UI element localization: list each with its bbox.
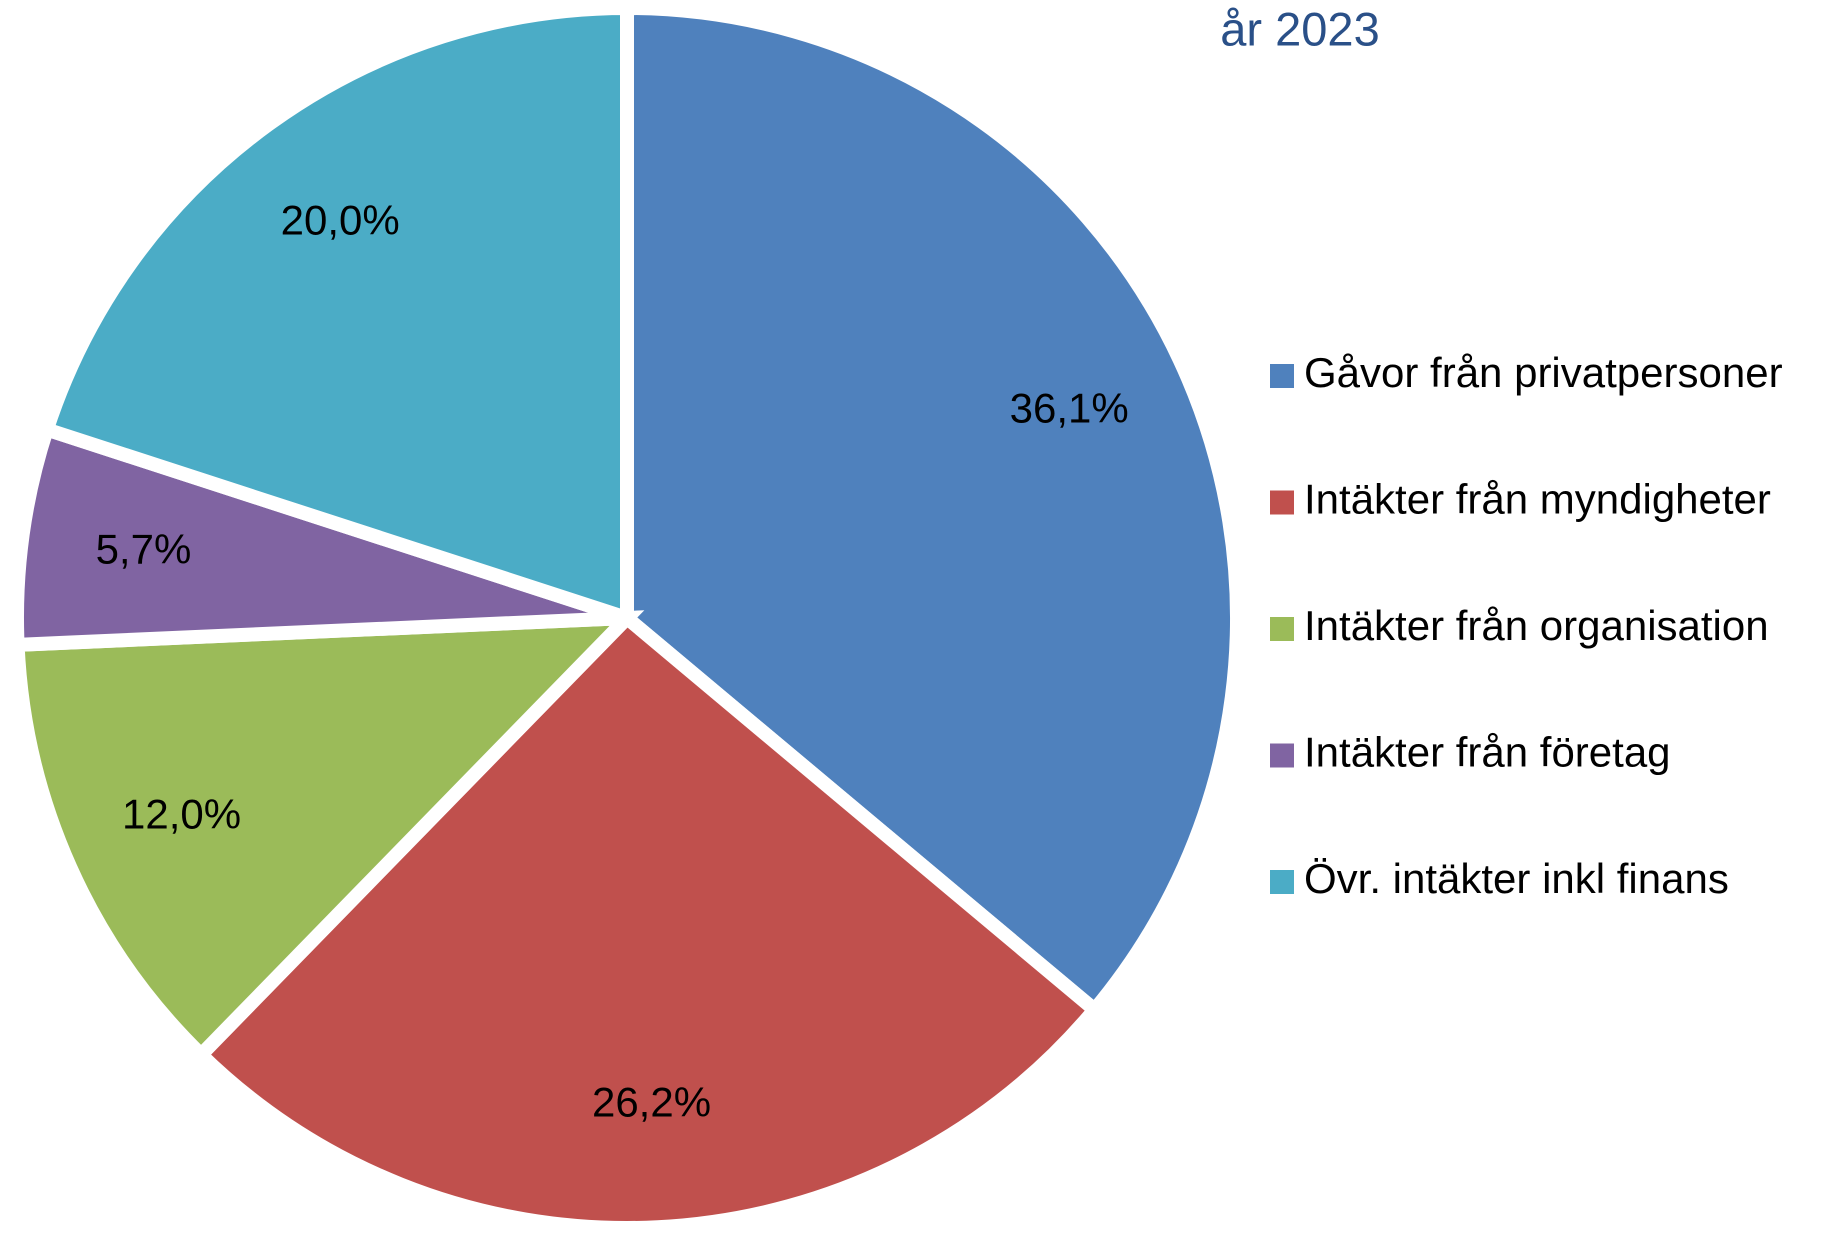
pie-slice — [38, 0, 634, 628]
chart-title: år 2023 — [1220, 2, 1379, 55]
legend-swatch — [1270, 617, 1294, 641]
legend-label: Gåvor från privatpersoner — [1304, 349, 1783, 396]
legend-swatch — [1270, 870, 1294, 894]
legend-label: Övr. intäkter inkl finans — [1304, 855, 1729, 902]
legend-label: Intäkter från företag — [1304, 729, 1671, 776]
legend-swatch — [1270, 364, 1294, 388]
data-label: 36,1% — [1010, 385, 1129, 432]
legend-swatch — [1270, 490, 1294, 515]
data-label: 20,0% — [281, 196, 400, 243]
legend-swatch — [1270, 743, 1294, 768]
pie-slice — [10, 420, 630, 653]
data-label: 12,0% — [122, 791, 241, 838]
data-label: 5,7% — [96, 525, 192, 572]
pie-slice — [191, 608, 1105, 1234]
pie-slice — [10, 610, 645, 1065]
legend-label: Intäkter från organisation — [1304, 602, 1769, 649]
data-label: 26,2% — [592, 1078, 711, 1125]
legend-label: Intäkter från myndigheter — [1304, 476, 1771, 523]
pie-slice — [620, 0, 1244, 1020]
